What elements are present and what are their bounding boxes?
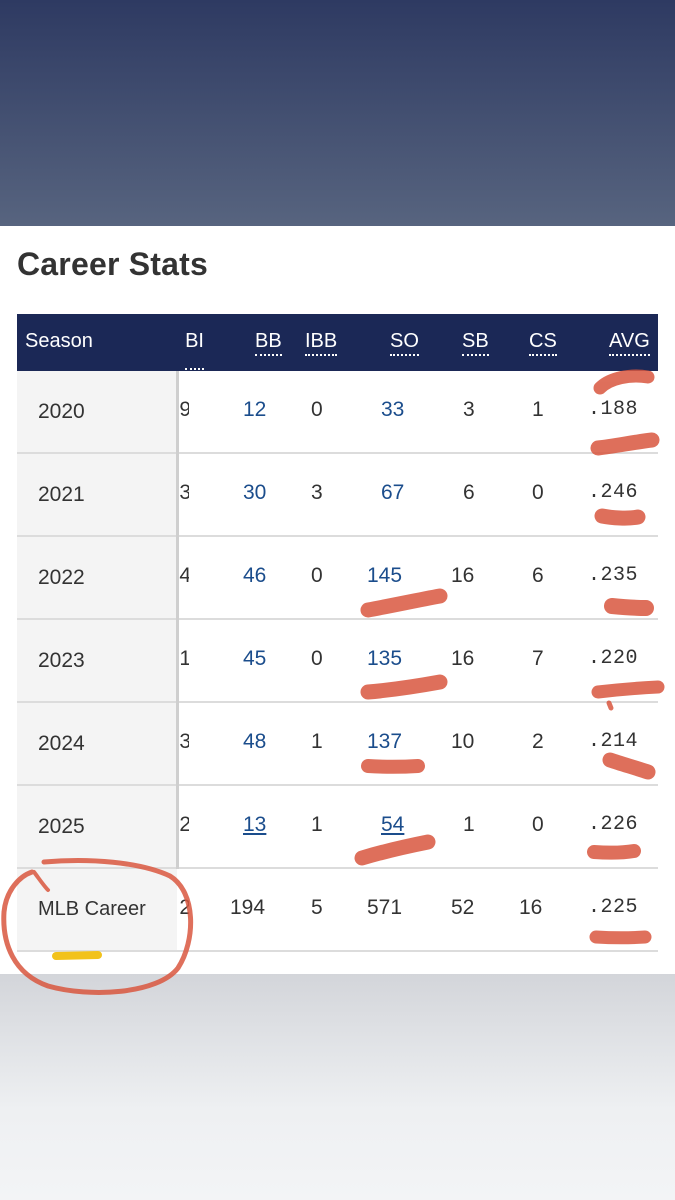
season-cell: 2020 (17, 371, 177, 452)
so-link[interactable]: 54 (381, 813, 405, 836)
cs-cell: 1 (532, 398, 544, 421)
so-cell: 571 (367, 896, 403, 919)
avg-cell: .226 (588, 813, 639, 836)
season-cell: MLB Career (17, 869, 177, 950)
ibb-cell: 5 (311, 896, 323, 919)
cs-cell: 7 (532, 647, 544, 670)
avg-cell: .214 (588, 730, 639, 753)
bb-link[interactable]: 48 (243, 730, 267, 753)
season-cell: 2023 (17, 620, 177, 701)
career-total-row: MLB Career 2 194 5 571 52 16 .225 (17, 869, 658, 952)
column-header-avg[interactable]: AVG (609, 314, 650, 371)
cs-cell: 0 (532, 481, 544, 504)
avg-cell: .188 (588, 398, 639, 421)
sb-cell: 10 (451, 730, 475, 753)
bb-link[interactable]: 13 (243, 813, 267, 836)
rbi-cell: 2 (179, 813, 189, 836)
so-link[interactable]: 145 (367, 564, 403, 587)
table-header: Season BI BB IBB SO SB CS AVG (17, 314, 658, 371)
bb-cell: 194 (230, 896, 266, 919)
ibb-cell: 0 (311, 564, 323, 587)
rbi-cell: 4 (179, 564, 189, 587)
ibb-cell: 1 (311, 730, 323, 753)
table-row: 2020 9 12 0 33 3 1 .188 (17, 371, 658, 454)
avg-cell: .235 (588, 564, 639, 587)
career-stats-table[interactable]: Season BI BB IBB SO SB CS AVG 2020 9 12 … (17, 314, 658, 952)
sb-cell: 16 (451, 564, 475, 587)
column-header-so[interactable]: SO (390, 314, 419, 371)
bb-link[interactable]: 12 (243, 398, 267, 421)
avg-cell: .220 (588, 647, 639, 670)
table-row: 2024 3 48 1 137 10 2 .214 (17, 703, 658, 786)
column-header-rbi[interactable]: BI (177, 314, 204, 371)
rbi-cell: 2 (179, 896, 189, 919)
page-footer-area (0, 974, 675, 1200)
rbi-cell: 3 (179, 481, 189, 504)
avg-cell: .225 (588, 896, 639, 919)
so-link[interactable]: 137 (367, 730, 403, 753)
sb-cell: 3 (463, 398, 475, 421)
season-cell: 2022 (17, 537, 177, 618)
column-header-ibb[interactable]: IBB (305, 314, 338, 371)
sb-cell: 1 (463, 813, 475, 836)
ibb-cell: 3 (311, 481, 323, 504)
rbi-cell: 9 (179, 398, 189, 421)
so-link[interactable]: 67 (381, 481, 405, 504)
rbi-cell: 1 (179, 647, 189, 670)
ibb-cell: 0 (311, 398, 323, 421)
cs-cell: 16 (519, 896, 543, 919)
season-cell: 2021 (17, 454, 177, 535)
table-row: 2023 1 45 0 135 16 7 .220 (17, 620, 658, 703)
cs-cell: 2 (532, 730, 544, 753)
sb-cell: 52 (451, 896, 475, 919)
column-header-bb[interactable]: BB (255, 314, 282, 371)
season-cell: 2025 (17, 786, 177, 867)
table-row: 2021 3 30 3 67 6 0 .246 (17, 454, 658, 537)
bb-link[interactable]: 30 (243, 481, 267, 504)
section-title: Career Stats (17, 246, 208, 282)
bb-link[interactable]: 45 (243, 647, 267, 670)
column-header-sb[interactable]: SB (462, 314, 489, 371)
season-cell: 2024 (17, 703, 177, 784)
cs-cell: 0 (532, 813, 544, 836)
so-link[interactable]: 33 (381, 398, 405, 421)
top-banner (0, 0, 675, 226)
table-row: 2022 4 46 0 145 16 6 .235 (17, 537, 658, 620)
ibb-cell: 1 (311, 813, 323, 836)
cs-cell: 6 (532, 564, 544, 587)
column-header-cs[interactable]: CS (529, 314, 557, 371)
sb-cell: 16 (451, 647, 475, 670)
sb-cell: 6 (463, 481, 475, 504)
bb-link[interactable]: 46 (243, 564, 267, 587)
frozen-column-divider (176, 371, 179, 869)
avg-cell: .246 (588, 481, 639, 504)
column-header-season[interactable]: Season (25, 330, 93, 352)
ibb-cell: 0 (311, 647, 323, 670)
rbi-cell: 3 (179, 730, 189, 753)
table-row: 2025 2 13 1 54 1 0 .226 (17, 786, 658, 869)
so-link[interactable]: 135 (367, 647, 403, 670)
